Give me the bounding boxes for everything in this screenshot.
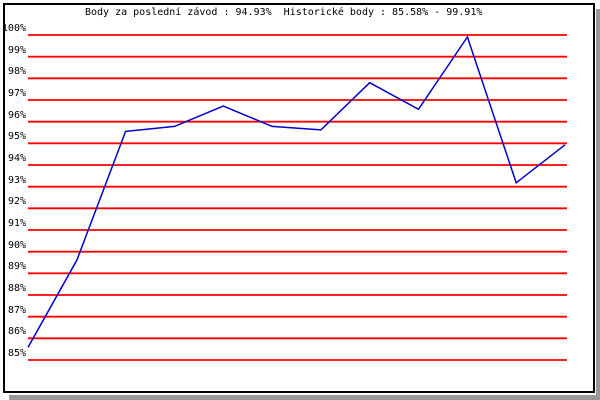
data-series-line [27, 35, 566, 348]
y-axis-label: 96% [7, 109, 26, 121]
y-axis-label: 94% [7, 153, 26, 164]
y-axis-label: 100% [1, 23, 26, 34]
y-axis-label: 89% [7, 261, 26, 273]
y-axis-label: 92% [7, 196, 26, 208]
y-axis-label: 90% [7, 239, 26, 251]
y-axis-label: 87% [7, 304, 26, 316]
chart-frame [3, 3, 595, 393]
y-axis-label: 85% [7, 348, 26, 359]
window-shadow-bottom-icon [9, 395, 600, 400]
y-axis-label: 86% [7, 326, 26, 338]
y-axis-label: 93% [7, 174, 26, 186]
y-axis-label: 95% [7, 131, 26, 143]
y-axis-label: 98% [7, 66, 26, 78]
y-axis-label: 91% [7, 218, 26, 229]
window-shadow-right-icon [596, 9, 600, 400]
y-axis-label: 97% [7, 88, 26, 99]
y-axis-label: 88% [7, 283, 26, 294]
chart-title: Body za poslední závod : 94.93% Historic… [85, 7, 483, 18]
y-axis-label: 99% [7, 44, 26, 56]
